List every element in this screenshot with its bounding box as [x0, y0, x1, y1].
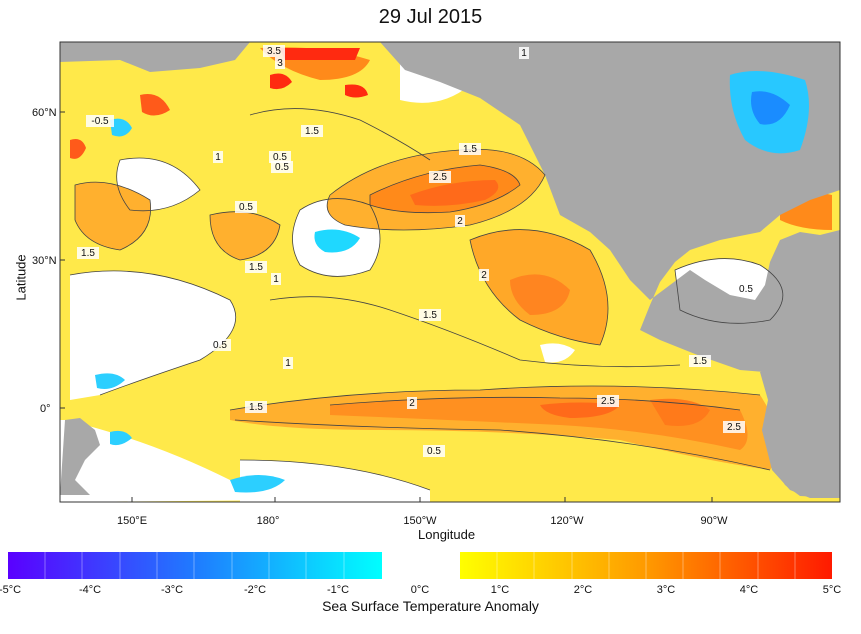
x-tick-180: 180° — [256, 515, 280, 527]
contour-label-bg — [419, 309, 441, 321]
contour-label: 1.5 — [305, 126, 319, 137]
y-tick-30n: 30°N — [32, 255, 57, 267]
contour-label: 2 — [409, 398, 415, 409]
contour-label: 1.5 — [463, 144, 477, 155]
contour-label-bg — [275, 57, 285, 69]
land-south-america — [760, 360, 840, 498]
contour-label: 2.5 — [727, 422, 741, 433]
cb-tick-3: 3°C — [656, 584, 676, 596]
contour-label-bg — [723, 421, 745, 433]
contour-label-bg — [209, 339, 231, 351]
land-asia-north — [60, 42, 250, 72]
contour-label-bg — [245, 261, 267, 273]
contour-label-bg — [283, 357, 293, 369]
x-tick-150w: 150°W — [403, 515, 437, 527]
contour-label: 0.5 — [273, 152, 287, 163]
contour-label-bg — [301, 125, 323, 137]
contour-label-bg — [429, 171, 451, 183]
contour-label: 1.5 — [423, 310, 437, 321]
cb-tick-m2: -2°C — [243, 584, 267, 596]
contour-label-bg — [459, 143, 481, 155]
contour-label: 0.5 — [213, 340, 227, 351]
contour-label: 1 — [521, 48, 527, 59]
cb-tick-2: 2°C — [573, 584, 593, 596]
contour-label-bg — [213, 151, 223, 163]
colorbar-label: Sea Surface Temperature Anomaly — [322, 598, 539, 614]
contour-label: 2 — [457, 216, 463, 227]
contour-label-bg — [735, 283, 757, 295]
contour-label: 1.5 — [249, 262, 263, 273]
contour-label-bg — [271, 273, 281, 285]
contour-label: 1 — [273, 274, 279, 285]
neutral-region — [70, 270, 236, 400]
contour-label-bg — [455, 215, 465, 227]
contour-label-bg — [269, 151, 291, 163]
contour-label: 3 — [277, 58, 283, 69]
contour-label: 2 — [481, 270, 487, 281]
map-title: 29 Jul 2015 — [378, 6, 483, 28]
contour-label-bg — [271, 161, 293, 173]
cb-tick-4: 4°C — [739, 584, 759, 596]
cb-tick-m4: -4°C — [78, 584, 102, 596]
contour-label-bg — [235, 201, 257, 213]
contour-label-bg — [77, 247, 99, 259]
contour-label: 0.5 — [239, 202, 253, 213]
cb-tick-1: 1°C — [490, 584, 510, 596]
contour-label-bg — [86, 115, 114, 127]
contour-label: 0.5 — [427, 446, 441, 457]
cb-tick-0: 0°C — [410, 584, 430, 596]
contour-label-bg — [245, 401, 267, 413]
x-tick-120w: 120°W — [550, 515, 584, 527]
y-axis-label: Latitude — [13, 254, 29, 301]
contour-label-bg — [407, 397, 417, 409]
contour-label: 1.5 — [81, 248, 95, 259]
contour-label-bg — [689, 355, 711, 367]
map-frame — [59, 41, 841, 503]
y-tick-0: 0° — [40, 403, 51, 415]
cb-tick-m1: -1°C — [326, 584, 350, 596]
contour-label: 1 — [285, 358, 291, 369]
land-indonesia — [60, 418, 100, 495]
contour-label: -0.5 — [91, 116, 109, 127]
contour-label: 3.5 — [267, 46, 281, 57]
cb-tick-5: 5°C — [822, 584, 842, 596]
cb-tick-m5: -5°C — [0, 584, 22, 596]
contour-label: 2.5 — [433, 172, 447, 183]
contour-lines — [69, 108, 784, 491]
land-north-america — [380, 42, 840, 498]
contour-label-bg — [423, 445, 445, 457]
contour-label-bg — [479, 269, 489, 281]
contour-label: 0.5 — [275, 162, 289, 173]
contour-label-bg — [263, 45, 285, 57]
contour-label-group: 3.531-0.51.51 0.50.51.52.50.521.51.51 20.5… — [77, 45, 757, 457]
contour-label: 2.5 — [601, 396, 615, 407]
contour-label: 1 — [215, 152, 221, 163]
contour-label: 1.5 — [693, 356, 707, 367]
colorbar-negative — [8, 552, 382, 579]
x-tick-150e: 150°E — [116, 515, 148, 527]
contour-label-bg — [597, 395, 619, 407]
x-tick-90w: 90°W — [700, 515, 728, 527]
x-axis-label: Longitude — [418, 527, 476, 542]
cb-tick-m3: -3°C — [160, 584, 184, 596]
contour-label: 0.5 — [739, 284, 753, 295]
contour-label: 1.5 — [249, 402, 263, 413]
contour-label-bg — [519, 47, 529, 59]
map-field — [60, 42, 840, 502]
y-tick-60n: 60°N — [32, 107, 57, 119]
